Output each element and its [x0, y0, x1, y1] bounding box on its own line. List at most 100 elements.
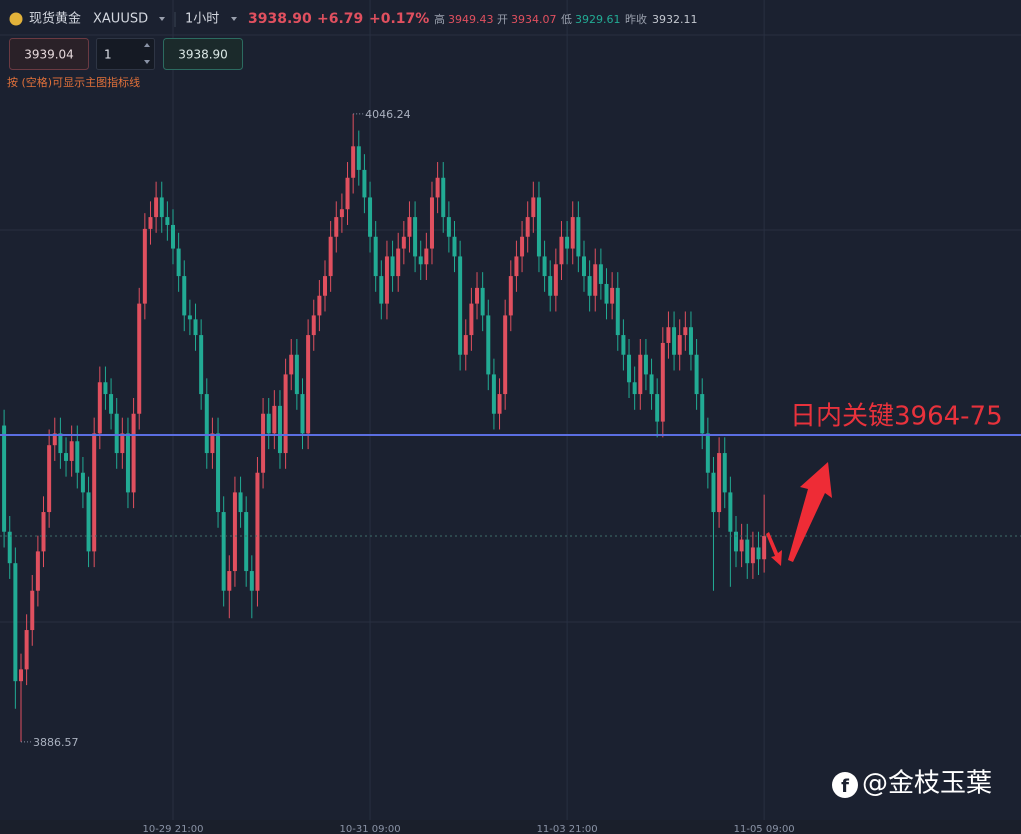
candle-body	[142, 228, 147, 304]
candle-body	[306, 335, 311, 434]
x-tick-label: 10-31 09:00	[340, 824, 401, 834]
candle-body	[655, 394, 660, 422]
low-value: 3929.61	[575, 13, 621, 26]
dropdown-caret[interactable]	[159, 17, 165, 21]
candle-body	[159, 197, 164, 218]
watermark-icon	[832, 772, 858, 798]
candle-body	[615, 287, 620, 336]
buy-price[interactable]: 3938.90	[178, 48, 228, 62]
candle-body	[424, 248, 429, 265]
high-marker: 4046.24	[365, 108, 411, 121]
candle-body	[30, 590, 35, 631]
candle-body	[227, 571, 232, 591]
candle-body	[261, 413, 266, 473]
arrow-small	[766, 532, 782, 566]
candle-body	[154, 197, 159, 218]
buy-button[interactable]	[163, 38, 243, 70]
spin-up[interactable]	[144, 43, 150, 47]
high-value: 3949.43	[448, 13, 494, 26]
candle-body	[232, 492, 237, 572]
candle-body	[35, 551, 40, 591]
candle-body	[255, 472, 260, 591]
spin-down[interactable]	[144, 60, 150, 64]
candle-body	[514, 256, 519, 277]
candle-body	[373, 236, 378, 277]
interval[interactable]: 1小时	[185, 12, 219, 27]
candle-body	[548, 276, 553, 296]
sell-button[interactable]	[9, 38, 89, 70]
candle-body	[368, 197, 373, 237]
candle-body	[165, 217, 170, 225]
candle-body	[565, 236, 570, 249]
candle-body	[328, 236, 333, 277]
candle-body	[64, 453, 69, 461]
change: +6.79	[317, 11, 363, 27]
candle-body	[384, 256, 389, 304]
candle-body	[762, 536, 767, 560]
candle-body	[734, 531, 738, 552]
candle-body	[621, 335, 626, 355]
candle-body	[401, 236, 406, 249]
candle-body	[587, 276, 592, 296]
arrow-up	[788, 462, 832, 562]
candle-body	[745, 539, 750, 564]
candle-body	[80, 472, 85, 493]
candle-body	[125, 433, 130, 493]
candle-body	[75, 441, 80, 473]
candle-body	[109, 394, 114, 414]
candle-body	[317, 295, 322, 316]
candle-body	[717, 453, 722, 513]
candle-body	[244, 512, 249, 572]
candle-body	[435, 177, 440, 198]
candle-body	[323, 276, 328, 296]
low-marker: 3886.57	[33, 736, 79, 749]
candle-body	[643, 354, 648, 375]
candle-body	[345, 177, 350, 210]
candle-body	[452, 236, 457, 257]
annotation: 日内关键3964-75	[790, 402, 1003, 432]
candle-body	[463, 335, 468, 355]
candle-body	[120, 433, 125, 454]
candle-body	[705, 433, 710, 473]
candle-body	[418, 256, 423, 265]
candle-body	[362, 169, 367, 198]
candle-body	[711, 472, 716, 513]
sell-price[interactable]: 3939.04	[24, 48, 74, 62]
symbol-name[interactable]: 现货黄金	[29, 11, 81, 27]
candle-body	[756, 547, 761, 560]
candle-body	[700, 394, 705, 434]
candle-body	[458, 256, 463, 355]
dropdown-caret[interactable]	[231, 17, 237, 21]
candle-body	[672, 327, 677, 355]
quantity-input[interactable]	[96, 38, 155, 70]
candle-body	[171, 224, 175, 249]
candle-body	[480, 287, 485, 316]
candle-body	[41, 512, 46, 552]
candle-body	[750, 547, 755, 564]
candle-body	[311, 315, 316, 336]
candle-body	[58, 433, 63, 454]
candle-body	[683, 327, 688, 336]
candle-body	[542, 256, 547, 277]
candle-body	[627, 354, 632, 383]
candle-body	[491, 374, 496, 414]
hint: 按 (空格)可显示主图指标线	[7, 75, 140, 89]
candle-body	[210, 433, 215, 454]
candle-body	[86, 492, 91, 552]
quantity[interactable]: 1	[104, 48, 112, 62]
x-tick-label: 11-05 09:00	[734, 824, 795, 834]
candle-body	[536, 197, 541, 257]
candle-body	[497, 394, 502, 414]
prev-value: 3932.11	[652, 13, 698, 26]
candle-body	[114, 413, 119, 454]
symbol-code[interactable]: XAUUSD	[93, 12, 148, 27]
candle-body	[604, 283, 609, 304]
candle-body	[379, 276, 384, 304]
x-tick-label: 11-03 21:00	[537, 824, 598, 834]
price: 3938.90	[248, 11, 312, 27]
candle-body	[294, 354, 299, 395]
candle-body	[638, 354, 643, 395]
candle-body	[204, 394, 209, 454]
